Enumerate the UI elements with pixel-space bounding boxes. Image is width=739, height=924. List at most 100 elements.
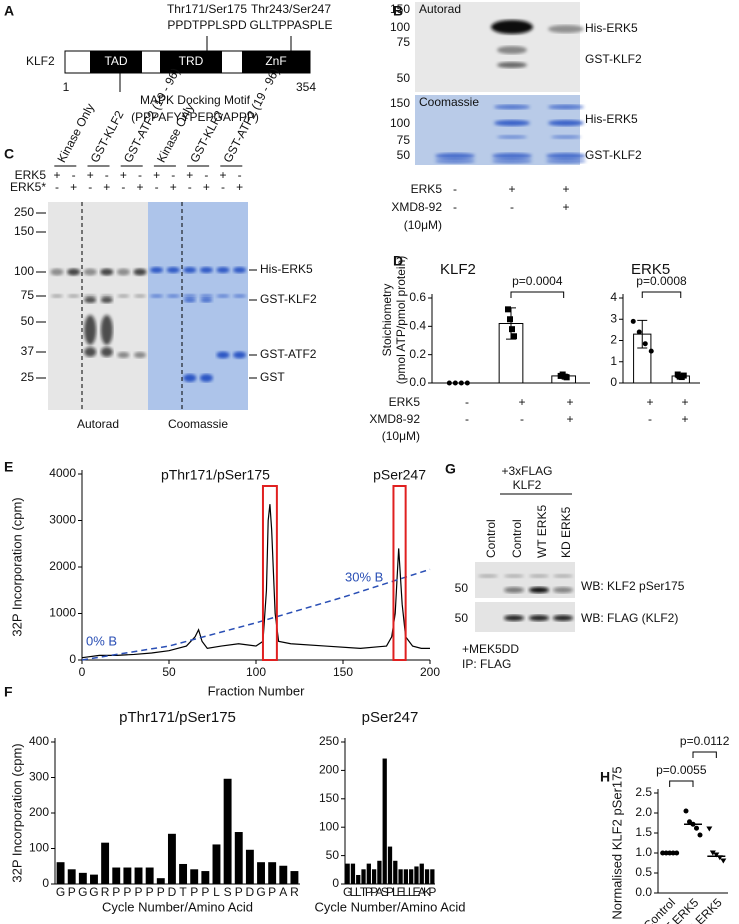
domain-label: ZnF [265,54,286,68]
chart-title: ERK5 [631,261,670,278]
band-label: GST [260,370,285,384]
x-tick-label: 150 [333,665,353,679]
axis [81,470,430,661]
y-tick-label: 200 [29,805,49,819]
sign: + [219,168,226,182]
sign: + [518,395,525,409]
x-tick-label: D [168,885,177,899]
domain [242,51,310,73]
residue: 354 [296,80,316,94]
band [497,46,527,54]
band-label: His-ERK5 [260,262,313,276]
panel-g: G +3xFLAG KLF2 50 50 WB: KLF2 pSer175 WB… [445,461,685,671]
row-label: ERK5 [15,168,47,182]
x-tick-label: P [190,885,198,899]
bar [424,869,430,885]
x-tick-label: K [423,885,431,899]
x-tick-label: P [135,885,143,899]
sign: - [453,200,457,214]
domain [90,51,142,73]
point [680,372,687,379]
x-tick-label: S [381,885,389,899]
panel-label: G [445,461,456,477]
sign: - [55,180,59,194]
point [509,326,515,333]
point [674,850,680,856]
domain-label: TRD [179,54,204,68]
point [464,380,470,386]
sign: + [646,395,653,409]
band [548,120,584,126]
residue: 1 [63,80,70,94]
row-label: XMD8-92 [391,200,442,214]
point [667,850,673,856]
band [478,574,498,578]
sig-label: p=0.0008 [636,274,687,288]
band [233,294,247,298]
x-tick-label: L [392,885,399,899]
panel-label: B [393,3,403,19]
band [199,294,213,298]
band [529,615,549,621]
x-tick-label: E [397,885,405,899]
sign: + [562,182,569,196]
bar [56,862,65,885]
bar [112,867,121,885]
bar [245,849,254,885]
sig-bracket [692,751,717,758]
lane-label: KD ERK5 [559,506,573,558]
sign: - [510,200,514,214]
bar [387,846,393,885]
construct: KLF2 [513,478,542,492]
bar [393,860,398,885]
sign: - [520,412,524,426]
band-label: GST-KLF2 [585,148,642,162]
band [492,158,532,164]
y-tick-label: 0 [332,876,339,890]
band [216,351,230,359]
band [548,104,584,110]
band [183,374,197,382]
sign: + [87,168,94,182]
y-tick-label: 300 [29,770,49,784]
marker: 50 [397,71,411,85]
band [497,135,527,139]
band [166,294,180,298]
point [709,850,716,856]
x-tick-label: A [279,885,287,899]
x-tick-label: 50 [162,665,176,679]
x-tick-label: A [375,885,383,899]
marker: 25 [21,370,35,384]
band [494,120,530,126]
x-tick-label: G [89,885,98,899]
point [630,318,636,324]
x-tick-label: D [246,885,255,899]
x-tick-label: 200 [420,665,440,679]
axis [431,294,590,384]
x-tick-label: T [179,885,187,899]
sign: - [171,168,175,182]
bar [90,874,98,885]
y-label: 32P Incorporation (cpm) [9,743,24,882]
x-tick-label: L [213,885,220,899]
bar [167,833,176,885]
x-tick-label: R [101,885,110,899]
sig-label: p=0.0004 [512,274,563,288]
bar [398,869,403,885]
x-tick-label: T [360,885,368,899]
sign: - [138,168,142,182]
point [690,821,696,827]
sign: - [188,180,192,194]
blot-title: Coomassie [168,417,228,431]
x-tick-label: G [343,885,352,899]
band [553,615,573,621]
y-label: Stoichiometry [380,284,394,357]
bar [78,872,87,885]
x-tick-label: P [235,885,243,899]
sign: + [53,168,60,182]
y-tick-label: 100 [319,819,339,833]
marker: 75 [397,133,411,147]
panel-label: H [600,769,610,785]
bar [223,778,232,885]
point [507,316,513,323]
